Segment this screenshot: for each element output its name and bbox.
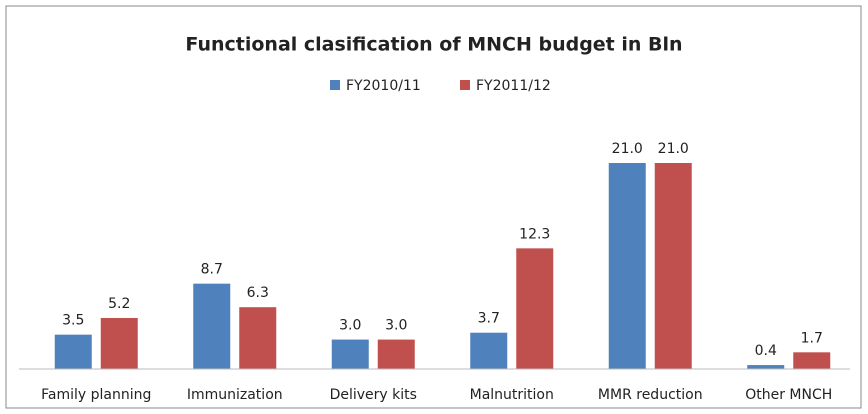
value-label: 12.3 xyxy=(519,226,550,242)
value-label: 3.7 xyxy=(478,311,500,327)
value-label: 0.4 xyxy=(755,343,777,359)
legend-swatch xyxy=(460,80,470,90)
x-tick-label: MMR reduction xyxy=(598,387,703,403)
value-label: 1.7 xyxy=(801,330,823,346)
value-label: 8.7 xyxy=(201,262,223,278)
bar xyxy=(331,339,369,369)
bar xyxy=(793,352,831,369)
x-tick-label: Family planning xyxy=(41,387,151,403)
value-label: 21.0 xyxy=(612,141,643,157)
bar xyxy=(54,334,92,369)
x-tick-label: Immunization xyxy=(187,387,283,403)
value-label: 5.2 xyxy=(108,296,130,312)
bar xyxy=(377,339,415,369)
value-label: 3.5 xyxy=(62,313,84,329)
value-label: 3.0 xyxy=(339,318,361,334)
legend-label: FY2011/12 xyxy=(476,78,551,94)
bar xyxy=(100,317,138,369)
bar xyxy=(608,163,646,369)
value-label: 3.0 xyxy=(385,318,407,334)
bar xyxy=(470,332,508,369)
bar xyxy=(193,283,231,369)
bar xyxy=(654,163,692,369)
bar xyxy=(747,365,785,369)
x-tick-label: Malnutrition xyxy=(470,387,554,403)
chart-title: Functional clasification of MNCH budget … xyxy=(185,34,682,56)
x-tick-label: Other MNCH xyxy=(745,387,832,403)
bar xyxy=(239,307,277,369)
chart-frame xyxy=(5,5,862,409)
value-label: 21.0 xyxy=(658,141,689,157)
bar xyxy=(516,248,554,369)
value-label: 6.3 xyxy=(247,285,269,301)
legend-swatch xyxy=(330,80,340,90)
legend-label: FY2010/11 xyxy=(346,78,421,94)
x-tick-label: Delivery kits xyxy=(330,387,417,403)
